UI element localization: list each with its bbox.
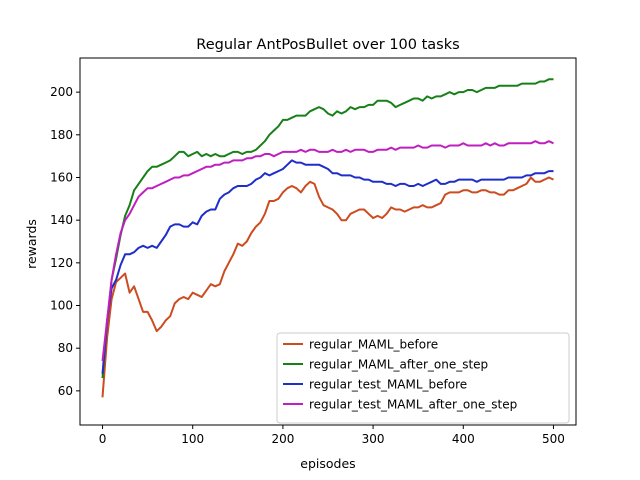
legend-label-4: regular_test_MAML_after_one_step bbox=[309, 398, 517, 412]
legend-box bbox=[276, 332, 570, 424]
x-tick-label: 200 bbox=[271, 432, 294, 446]
y-tick-label: 140 bbox=[50, 213, 73, 227]
series-line-3 bbox=[101, 159, 554, 374]
series-line-1 bbox=[101, 176, 554, 398]
y-tick-label: 80 bbox=[58, 341, 73, 355]
x-tick-label: 100 bbox=[181, 432, 204, 446]
x-tick-label: 300 bbox=[362, 432, 385, 446]
x-tick-label: 400 bbox=[452, 432, 475, 446]
y-axis-label: rewards bbox=[24, 219, 39, 269]
plot-area: 0 100 200 300 400 500 60 80 100 120 140 160 180 200 bbox=[50, 57, 577, 446]
legend-label-1: regular_MAML_before bbox=[309, 338, 438, 352]
y-tick-label: 120 bbox=[50, 256, 73, 270]
series-line-2 bbox=[101, 78, 554, 379]
chart-title: Regular AntPosBullet over 100 tasks bbox=[196, 37, 459, 53]
axes-frame bbox=[79, 57, 577, 426]
legend-label-3: regular_test_MAML_before bbox=[309, 378, 467, 392]
y-tick-label: 160 bbox=[50, 170, 73, 184]
y-tick-label: 200 bbox=[50, 85, 73, 99]
x-tick-label: 500 bbox=[542, 432, 565, 446]
x-tick-label: 0 bbox=[99, 432, 107, 446]
y-tick-label: 100 bbox=[50, 299, 73, 313]
legend-label-2: regular_MAML_after_one_step bbox=[309, 358, 488, 372]
x-axis-label: episodes bbox=[300, 456, 355, 471]
y-tick-label: 180 bbox=[50, 128, 73, 142]
legend: regular_MAML_before regular_MAML_after_on… bbox=[276, 332, 570, 424]
y-tick-label: 60 bbox=[58, 384, 73, 398]
series-line-4 bbox=[101, 140, 554, 362]
